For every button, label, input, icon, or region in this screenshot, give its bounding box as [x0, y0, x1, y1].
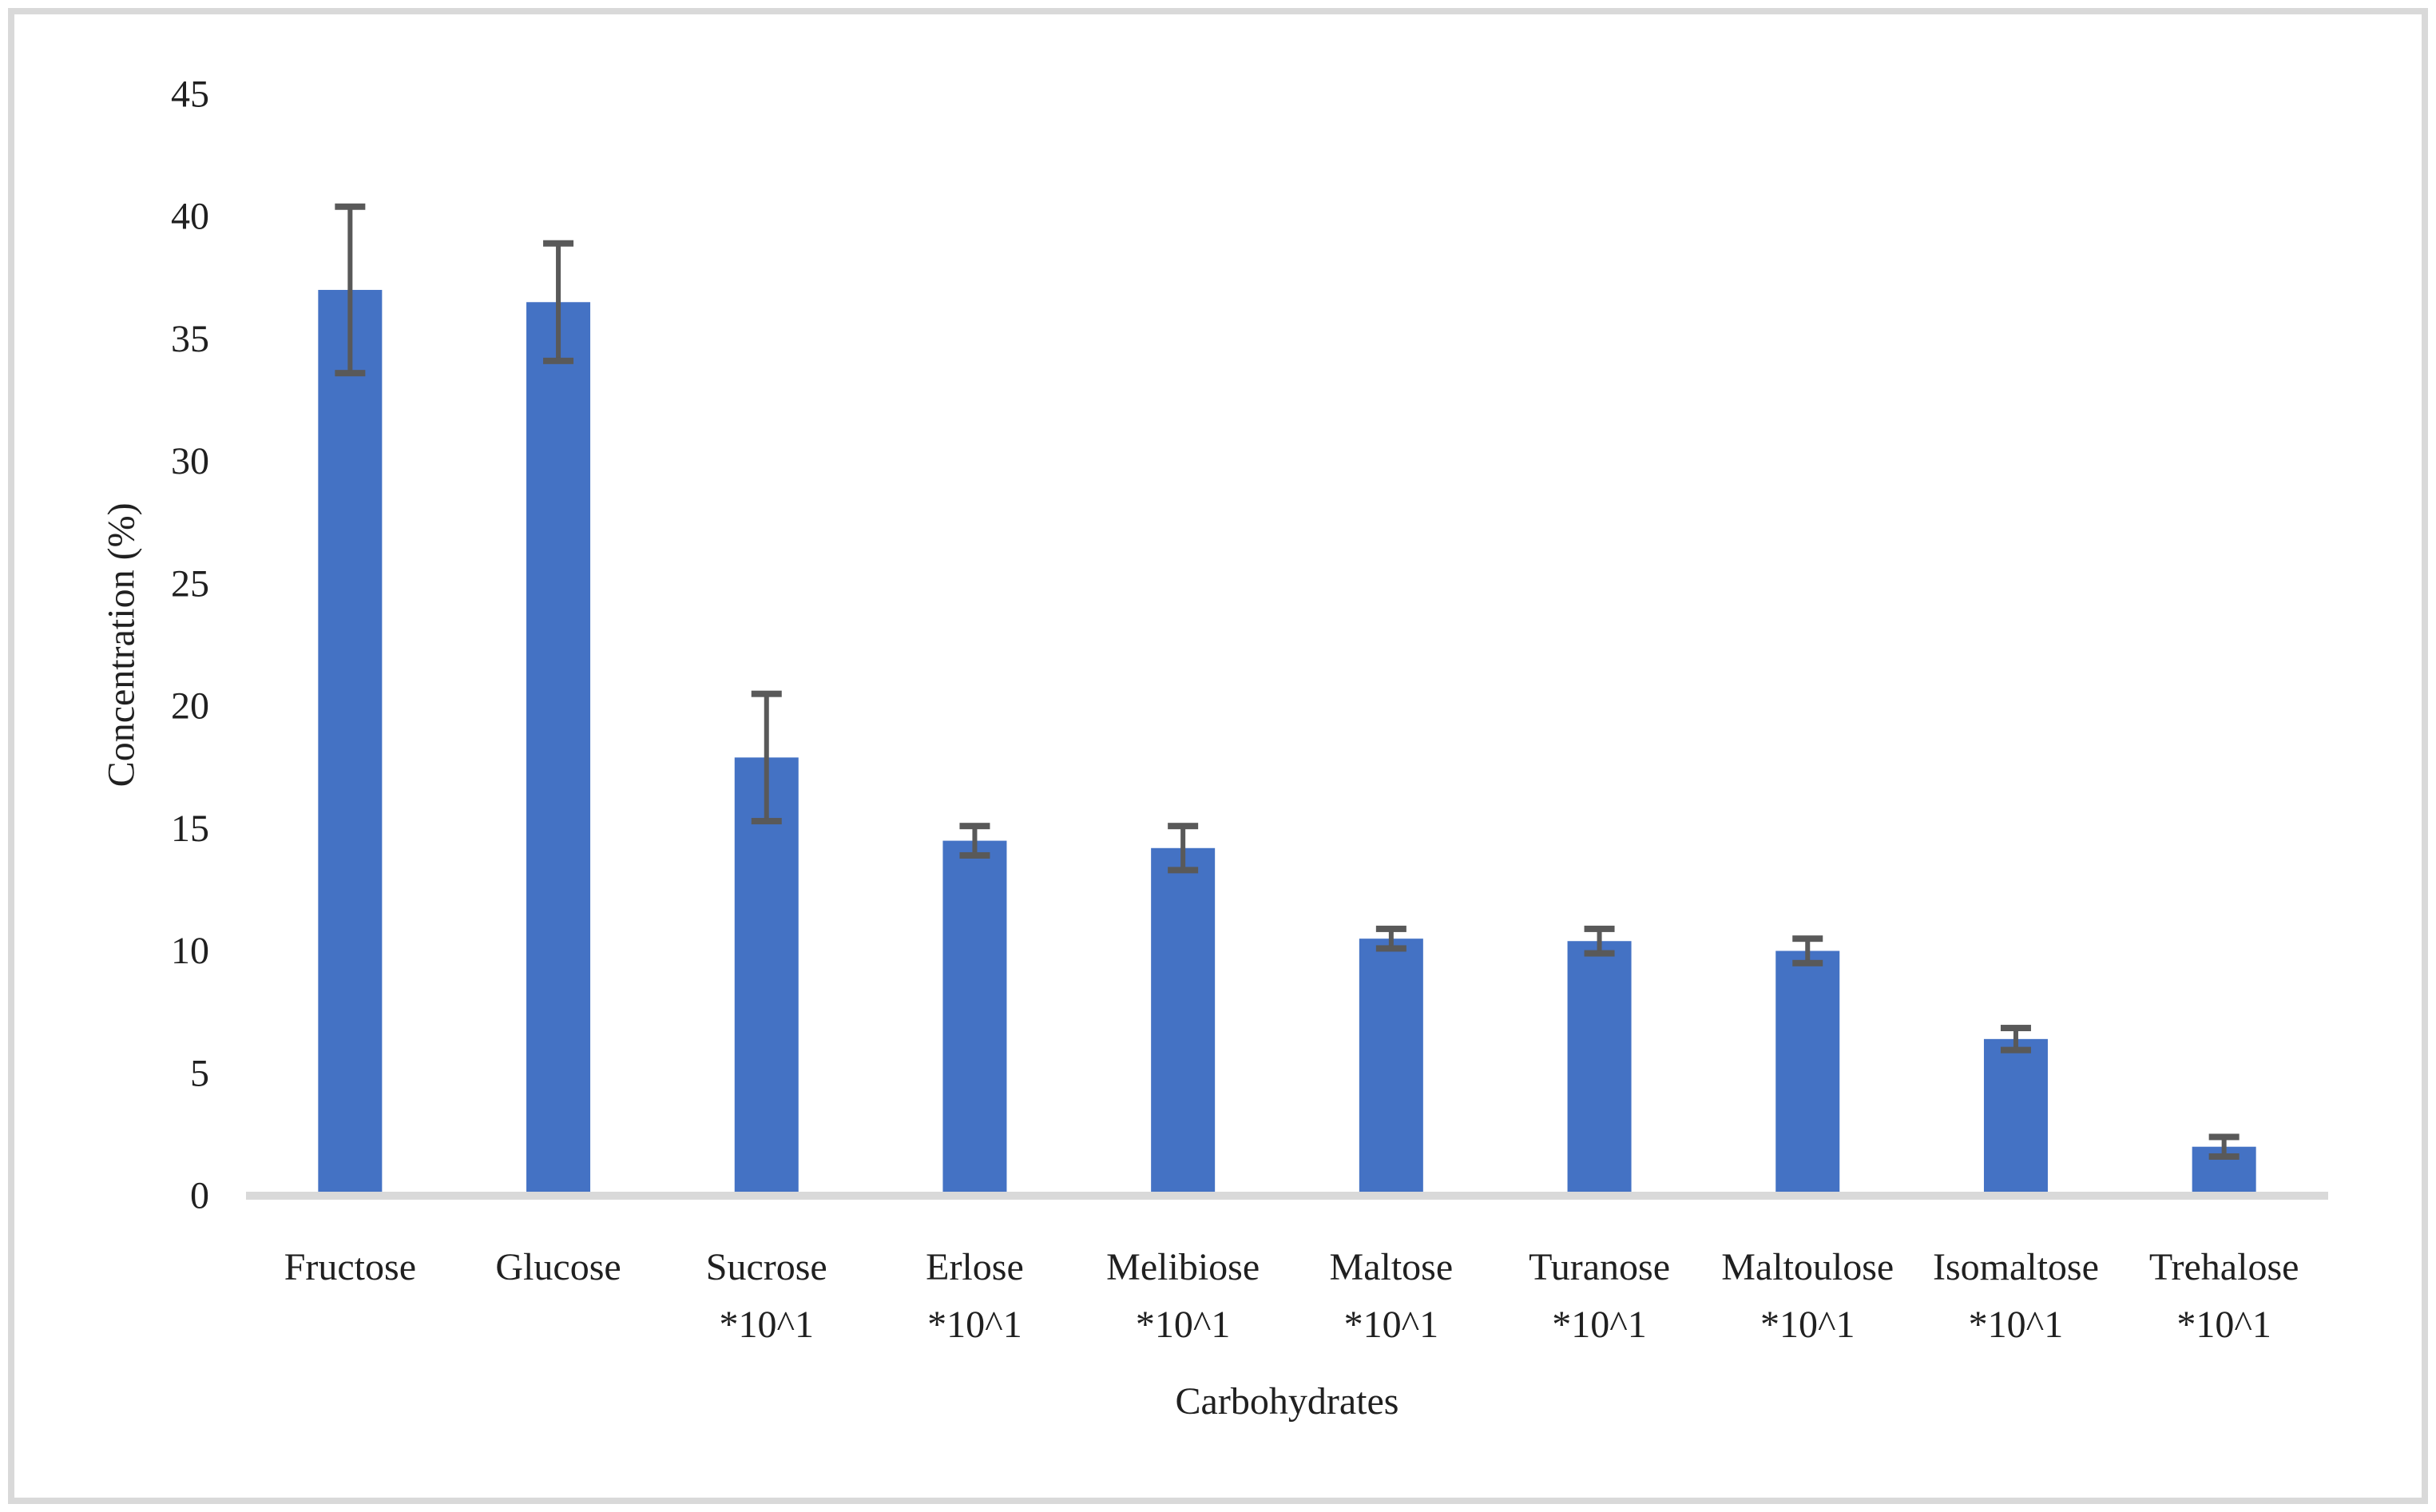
bar-glucose — [526, 302, 591, 1193]
error-bar-cap-bottom — [2208, 1153, 2240, 1160]
x-axis-category-sublabel: *10^1 — [1969, 1304, 2064, 1346]
error-bar-line — [764, 693, 769, 822]
y-axis-tick-label: 30 — [171, 440, 209, 482]
error-bar-cap-bottom — [335, 370, 366, 377]
error-bar-cap-bottom — [751, 818, 782, 825]
x-axis-category-label: Turanose — [1529, 1246, 1670, 1288]
x-axis-category-sublabel: *10^1 — [1760, 1304, 1855, 1346]
error-bar-cap-bottom — [1584, 950, 1615, 957]
x-axis-category-sublabel: *10^1 — [2176, 1304, 2271, 1346]
x-axis-category-label: Glucose — [495, 1246, 621, 1288]
y-axis-title: Concentration (%) — [101, 502, 143, 787]
x-axis-category-label: Maltose — [1330, 1246, 1454, 1288]
x-axis-title: Carbohydrates — [1176, 1380, 1399, 1423]
x-axis-category-label: Isomaltose — [1933, 1246, 2099, 1288]
y-axis-tick-label: 25 — [171, 562, 209, 605]
error-bar-cap-top — [1792, 935, 1823, 943]
error-bar-line — [2221, 1137, 2227, 1157]
bar-sucrose — [734, 757, 799, 1193]
bar-maltoulose — [1775, 950, 1840, 1193]
bar-melibiose — [1151, 847, 1216, 1193]
error-bar-cap-bottom — [959, 851, 990, 859]
error-bar-line — [347, 206, 353, 374]
error-bar-cap-top — [1584, 925, 1615, 932]
x-axis-category-sublabel: *10^1 — [719, 1304, 814, 1346]
x-axis-category-sublabel: *10^1 — [1136, 1304, 1231, 1346]
y-axis-tick-label: 5 — [190, 1052, 209, 1094]
x-axis-category-label: Fructose — [284, 1246, 416, 1288]
error-bar-cap-bottom — [1168, 867, 1199, 874]
error-bar-cap-top — [543, 240, 574, 247]
bar-maltose — [1359, 939, 1423, 1193]
error-bar-cap-top — [751, 690, 782, 697]
y-axis-tick-label: 15 — [171, 808, 209, 850]
error-bar-cap-bottom — [1375, 945, 1406, 952]
error-bar-cap-bottom — [543, 357, 574, 364]
error-bar-line — [2013, 1028, 2018, 1050]
x-axis-line — [246, 1192, 2328, 1200]
error-bar-line — [1180, 826, 1186, 871]
x-axis-category-label: Erlose — [926, 1246, 1024, 1288]
error-bar-line — [972, 826, 978, 855]
error-bar-line — [1597, 928, 1602, 954]
bar-fructose — [318, 289, 383, 1194]
x-axis-category-label: Melibiose — [1106, 1246, 1260, 1288]
x-axis-category-sublabel: *10^1 — [1344, 1304, 1439, 1346]
error-bar-line — [556, 243, 561, 361]
y-axis-tick-label: 0 — [190, 1175, 209, 1217]
x-axis-category-sublabel: *10^1 — [1552, 1304, 1647, 1346]
error-bar-cap-top — [959, 823, 990, 830]
error-bar-cap-top — [1168, 823, 1199, 830]
error-bar-cap-top — [2208, 1133, 2240, 1141]
bar-turanose — [1567, 941, 1632, 1193]
y-axis-tick-label: 40 — [171, 196, 209, 238]
error-bar-cap-top — [335, 203, 366, 210]
error-bar-cap-top — [2000, 1025, 2031, 1032]
y-axis-tick-label: 35 — [171, 318, 209, 360]
y-axis-tick-label: 10 — [171, 930, 209, 972]
y-axis-tick-label: 45 — [171, 73, 209, 115]
bar-erlose — [942, 840, 1007, 1193]
error-bar-line — [1805, 939, 1811, 963]
x-axis-category-label: Trehalose — [2149, 1246, 2299, 1288]
error-bar-cap-bottom — [1792, 959, 1823, 966]
y-axis-tick-label: 20 — [171, 685, 209, 728]
x-axis-category-sublabel: *10^1 — [927, 1304, 1022, 1346]
error-bar-cap-top — [1375, 925, 1406, 932]
error-bar-cap-bottom — [2000, 1046, 2031, 1054]
x-axis-category-label: Maltoulose — [1721, 1246, 1894, 1288]
error-bar-line — [1388, 928, 1394, 949]
bar-isomaltose — [1983, 1038, 2048, 1193]
x-axis-category-label: Sucrose — [706, 1246, 827, 1288]
